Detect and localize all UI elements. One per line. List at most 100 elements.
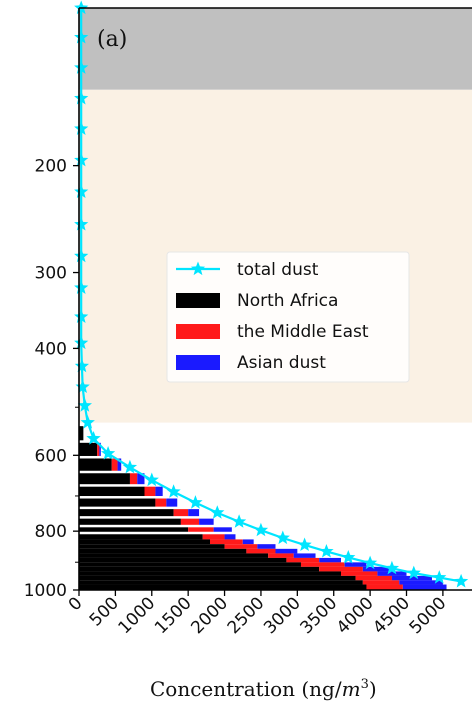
legend-swatch-2 — [176, 293, 220, 308]
bar-north-africa-987 — [79, 584, 367, 590]
legend-box — [166, 251, 410, 383]
legend-swatch-4 — [176, 355, 220, 370]
y-tick-label-200: 200 — [35, 157, 67, 177]
bar-north-africa-972 — [79, 580, 363, 585]
x-tick-label-3500: 3500 — [297, 593, 342, 638]
stacked-bars — [79, 426, 447, 590]
y-tick-label-300: 300 — [35, 264, 67, 284]
bar-north-africa-776 — [79, 518, 181, 525]
total-dust-marker-24 — [232, 514, 247, 528]
bar-middle-east-590 — [97, 442, 100, 456]
bar-north-africa-893 — [79, 557, 287, 563]
bar-north-africa-590 — [79, 442, 98, 456]
bar-middle-east-848 — [224, 544, 258, 549]
bar-middle-east-692 — [144, 486, 156, 497]
bar-north-africa-833 — [79, 539, 210, 545]
bar-asian-848 — [257, 544, 276, 549]
total-dust-marker-33 — [432, 570, 447, 584]
bar-middle-east-893 — [286, 557, 320, 563]
y-tick-label-800: 800 — [35, 522, 67, 542]
x-tick-label-1000: 1000 — [115, 593, 160, 638]
bar-middle-east-625 — [111, 458, 118, 471]
bar-middle-east-818 — [202, 534, 225, 540]
bar-middle-east-776 — [180, 518, 200, 525]
x-tick-label-3000: 3000 — [260, 593, 305, 638]
bar-asian-956 — [391, 575, 432, 581]
bar-asian-625 — [117, 458, 122, 471]
bar-north-africa-750 — [79, 509, 174, 517]
bar-middle-east-833 — [210, 539, 243, 545]
bar-asian-987 — [402, 584, 447, 590]
bar-asian-940 — [377, 571, 407, 576]
total-dust-marker-29 — [341, 550, 356, 564]
total-dust-marker-18 — [101, 446, 116, 460]
x-axis-label-text: Concentration (ng/ — [150, 677, 342, 701]
bar-asian-750 — [188, 509, 200, 517]
bar-asian-692 — [155, 486, 163, 497]
bar-north-africa-848 — [79, 544, 225, 549]
total-dust-marker-13 — [74, 358, 89, 373]
bar-middle-east-863 — [246, 548, 276, 554]
bar-asian-660 — [137, 473, 145, 485]
x-axis-label: Concentration (ng/m3) — [150, 677, 377, 701]
bar-north-africa-660 — [79, 473, 130, 485]
total-dust-line-path — [80, 8, 462, 583]
y-tick-label-400: 400 — [35, 339, 67, 359]
x-tick-label-4500: 4500 — [369, 593, 414, 638]
x-tick-label-5000: 5000 — [406, 593, 451, 638]
bar-north-africa-818 — [79, 534, 203, 540]
total-dust-marker-19 — [122, 459, 138, 474]
bar-asian-818 — [224, 534, 236, 540]
bar-north-africa-692 — [79, 486, 145, 497]
total-dust-marker-17 — [86, 431, 101, 445]
bar-asian-776 — [199, 518, 214, 525]
bar-middle-east-660 — [129, 473, 138, 485]
bar-middle-east-722 — [155, 498, 167, 507]
legend: total dust North Africa the Middle East Asi… — [166, 251, 410, 383]
bar-north-africa-878 — [79, 553, 269, 558]
shaded-region-1 — [79, 8, 472, 90]
x-tick-label-2000: 2000 — [187, 593, 232, 638]
total-dust-marker-3 — [74, 60, 89, 74]
total-dust-marker-21 — [166, 484, 181, 498]
total-dust-marker-12 — [74, 335, 89, 350]
total-dust-marker-6 — [74, 152, 89, 167]
x-axis-label-close: ) — [369, 677, 377, 701]
total-dust-marker-25 — [253, 522, 269, 537]
total-dust-marker-9 — [74, 248, 89, 263]
legend-label-4: Asian dust — [237, 353, 326, 373]
total-dust-marker-8 — [74, 217, 89, 231]
legend-label-2: North Africa — [237, 291, 338, 311]
bar-asian-722 — [166, 498, 178, 507]
total-dust-marker-10 — [74, 280, 89, 294]
bar-asian-801 — [213, 527, 232, 532]
total-dust-marker-5 — [74, 121, 89, 135]
bar-north-africa-625 — [79, 458, 112, 471]
bar-north-africa-924 — [79, 566, 320, 572]
y-tick-label-1000: 1000 — [24, 581, 67, 601]
total-dust-marker-26 — [275, 530, 290, 545]
axes — [73, 7, 472, 596]
total-dust-marker-15 — [77, 398, 92, 412]
x-tick-label-4000: 4000 — [333, 593, 378, 638]
bar-middle-east-908 — [300, 562, 345, 567]
x-axis-label-unit: m — [342, 677, 361, 701]
bar-north-africa-801 — [79, 527, 189, 532]
total-dust-marker-34 — [454, 573, 469, 588]
total-dust-marker-23 — [210, 505, 225, 519]
total-dust-marker-27 — [297, 537, 312, 551]
bar-north-africa-863 — [79, 548, 247, 554]
total-dust-marker-16 — [80, 415, 95, 429]
bar-asian-972 — [399, 580, 443, 585]
bar-asian-590 — [99, 442, 101, 456]
bar-middle-east-972 — [362, 580, 400, 585]
bar-middle-east-750 — [173, 509, 189, 517]
total-dust-marker-28 — [319, 544, 334, 558]
total-dust-marker-2 — [74, 30, 89, 44]
total-dust-marker-14 — [75, 379, 90, 393]
bar-middle-east-801 — [188, 527, 214, 532]
bar-middle-east-878 — [268, 553, 294, 558]
total-dust-marker-7 — [74, 184, 89, 198]
bar-middle-east-956 — [355, 575, 392, 581]
legend-label-1: total dust — [237, 260, 319, 280]
